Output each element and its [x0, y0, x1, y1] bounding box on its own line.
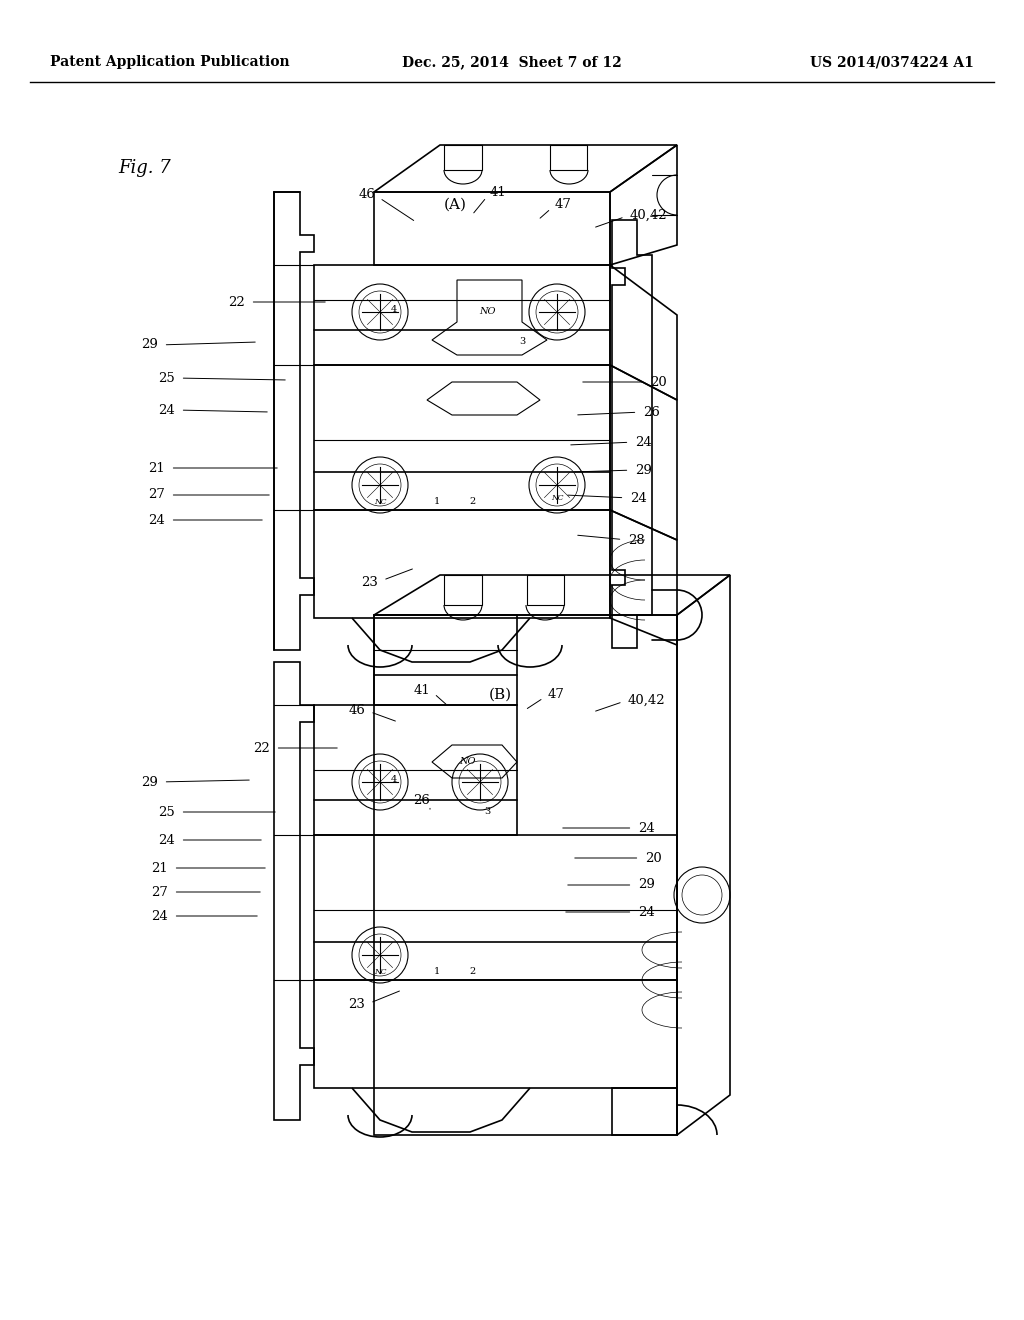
Text: (B): (B): [488, 688, 512, 702]
Text: 29: 29: [638, 879, 655, 891]
Text: 4: 4: [391, 776, 397, 784]
Text: 20: 20: [645, 851, 662, 865]
Text: Dec. 25, 2014  Sheet 7 of 12: Dec. 25, 2014 Sheet 7 of 12: [402, 55, 622, 69]
Text: 23: 23: [361, 576, 378, 589]
Text: 26: 26: [643, 405, 659, 418]
Text: 28: 28: [628, 533, 645, 546]
Text: NC: NC: [374, 968, 386, 975]
Text: 25: 25: [159, 805, 175, 818]
Text: 29: 29: [141, 338, 158, 351]
Text: 27: 27: [152, 886, 168, 899]
Text: 24: 24: [159, 404, 175, 417]
Text: 24: 24: [630, 491, 647, 504]
Text: 20: 20: [650, 375, 667, 388]
Text: 41: 41: [414, 684, 430, 697]
Text: 23: 23: [348, 998, 365, 1011]
Text: 27: 27: [148, 488, 165, 502]
Text: 47: 47: [548, 689, 565, 701]
Text: 24: 24: [148, 513, 165, 527]
Text: 24: 24: [638, 821, 654, 834]
Text: 22: 22: [253, 742, 270, 755]
Text: 22: 22: [228, 296, 245, 309]
Text: 2: 2: [469, 968, 475, 977]
Text: 1: 1: [434, 968, 440, 977]
Text: 40,42: 40,42: [628, 693, 666, 706]
Text: 47: 47: [555, 198, 571, 211]
Text: 24: 24: [635, 436, 651, 449]
Text: 1: 1: [434, 498, 440, 507]
Text: 3: 3: [484, 808, 490, 817]
Text: 21: 21: [148, 462, 165, 474]
Text: 26: 26: [413, 793, 430, 807]
Text: 24: 24: [638, 906, 654, 919]
Text: 2: 2: [469, 498, 475, 507]
Text: Patent Application Publication: Patent Application Publication: [50, 55, 290, 69]
Text: 29: 29: [635, 463, 652, 477]
Text: 41: 41: [490, 186, 507, 199]
Text: 46: 46: [358, 189, 375, 202]
Text: 21: 21: [152, 862, 168, 874]
Text: 24: 24: [159, 833, 175, 846]
Text: NC: NC: [374, 498, 386, 506]
Text: US 2014/0374224 A1: US 2014/0374224 A1: [810, 55, 974, 69]
Text: 4: 4: [391, 305, 397, 314]
Text: NO: NO: [459, 758, 475, 767]
Text: (A): (A): [443, 198, 467, 213]
Text: Fig. 7: Fig. 7: [118, 158, 171, 177]
Text: NO: NO: [479, 308, 496, 317]
Text: NC: NC: [551, 494, 563, 502]
Text: 46: 46: [348, 704, 365, 717]
Text: 3: 3: [519, 338, 525, 346]
Text: 24: 24: [152, 909, 168, 923]
Text: 29: 29: [141, 776, 158, 788]
Text: 25: 25: [159, 371, 175, 384]
Text: 40,42: 40,42: [630, 209, 668, 222]
